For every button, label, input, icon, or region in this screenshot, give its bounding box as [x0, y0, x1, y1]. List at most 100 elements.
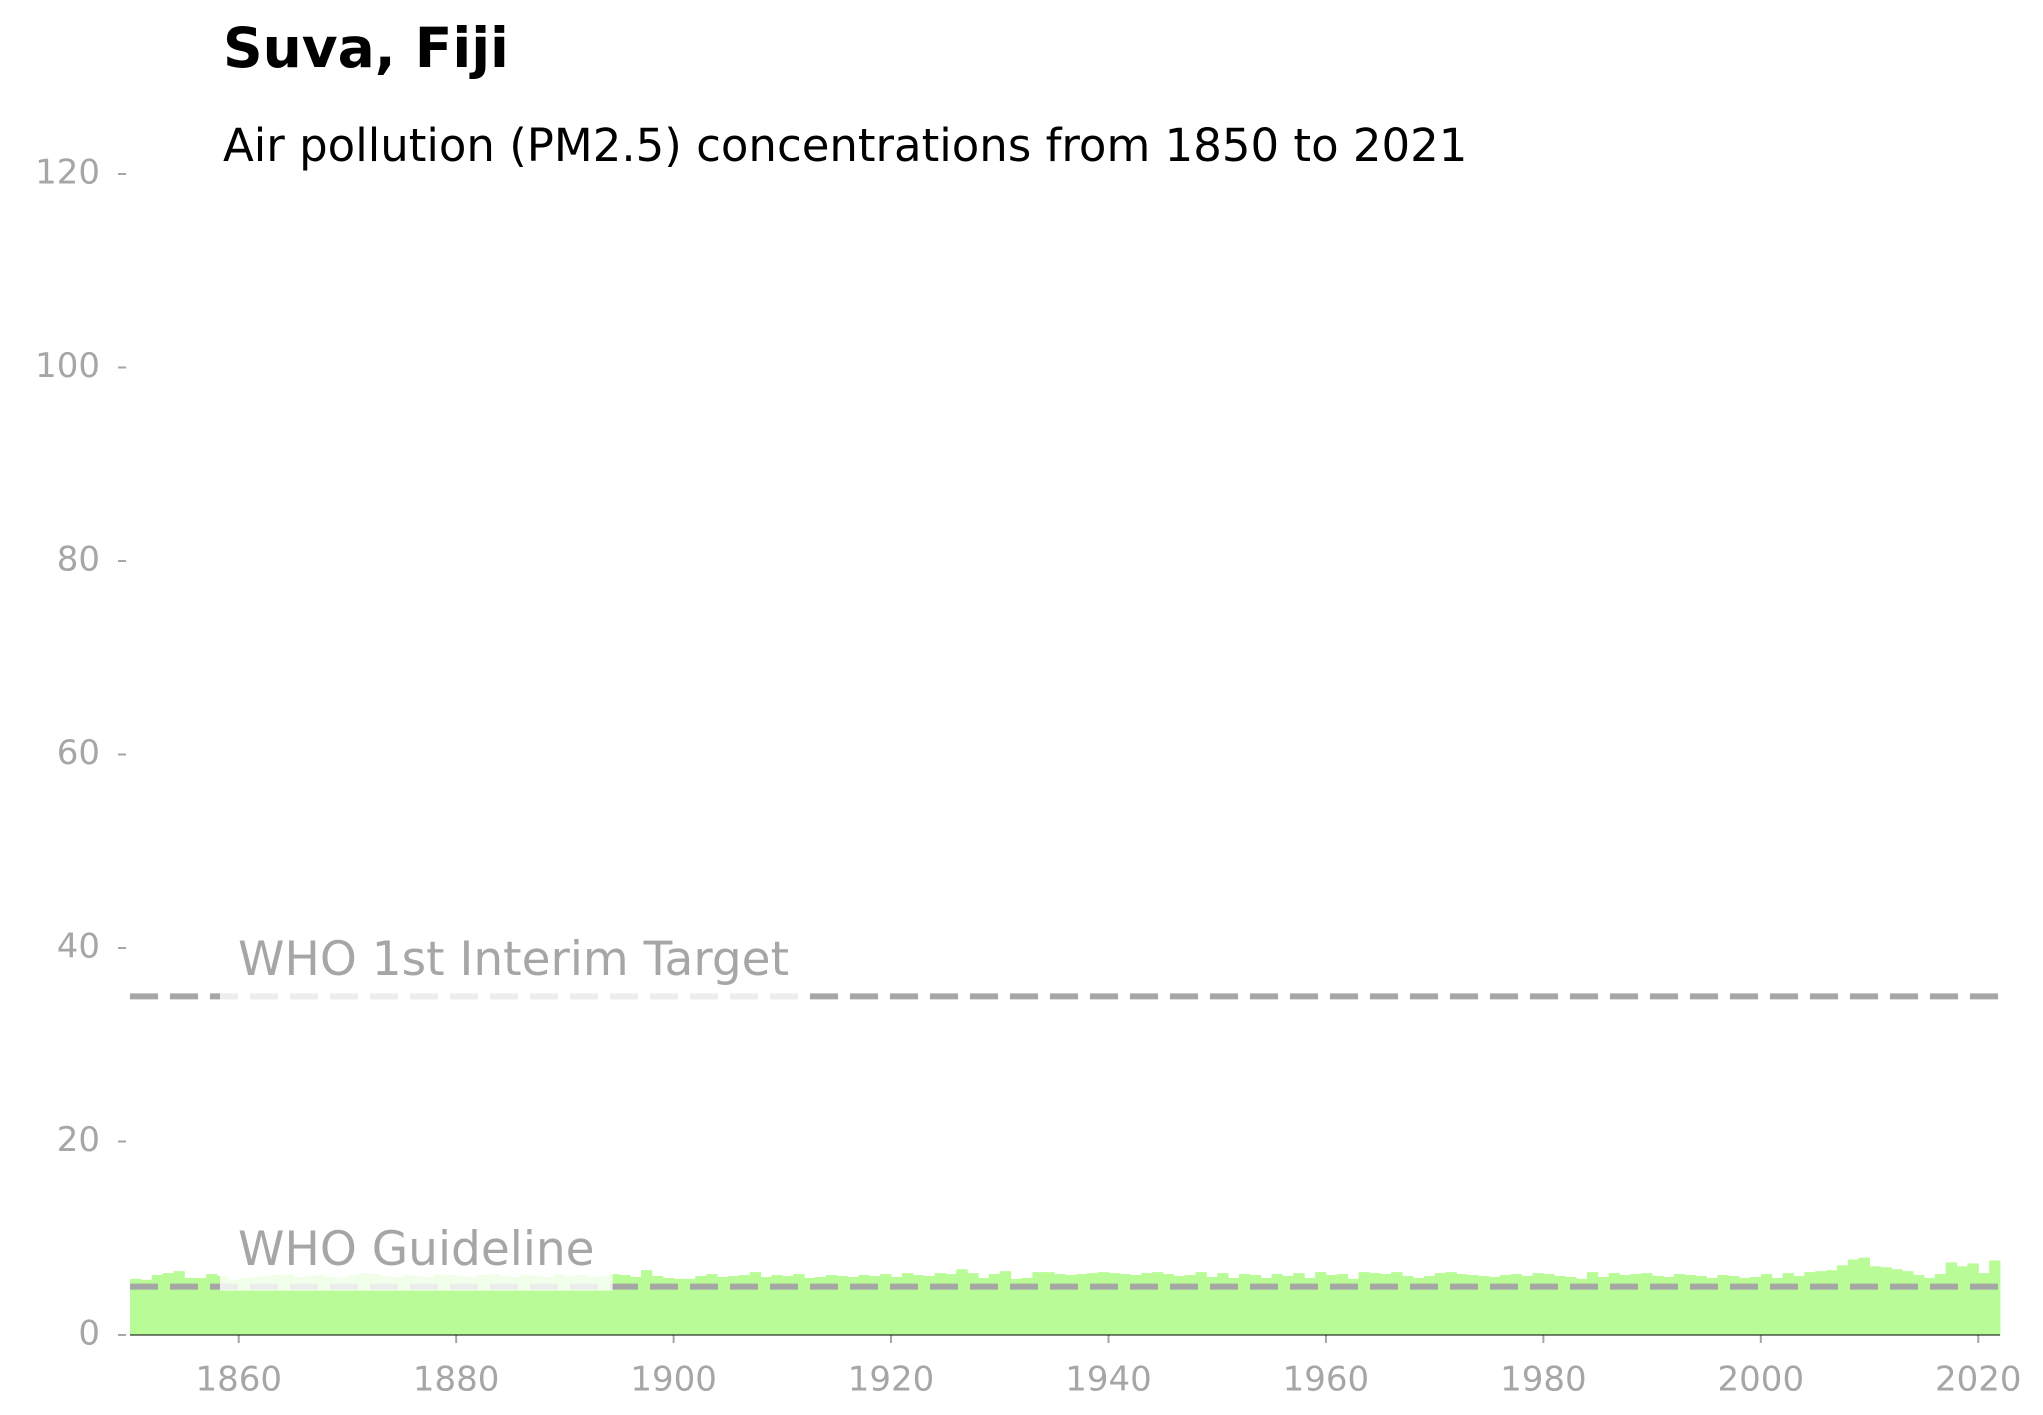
- bar: [684, 1278, 696, 1335]
- bar: [1238, 1274, 1251, 1335]
- y-tick-label: 20: [57, 1120, 100, 1160]
- chart-title: Suva, Fiji: [223, 16, 509, 80]
- x-tick-label: 1860: [195, 1360, 282, 1400]
- bar: [390, 1276, 403, 1335]
- bar: [1608, 1273, 1620, 1335]
- bar: [1445, 1272, 1457, 1335]
- bar: [1771, 1277, 1784, 1335]
- bar: [1293, 1273, 1305, 1335]
- bar: [1945, 1262, 1958, 1335]
- y-tick-label: 0: [78, 1314, 100, 1354]
- bar: [651, 1275, 664, 1335]
- bar: [554, 1274, 566, 1335]
- bar: [869, 1275, 881, 1335]
- bar: [1304, 1277, 1316, 1335]
- bar: [271, 1275, 283, 1335]
- bar: [717, 1276, 729, 1335]
- bar: [477, 1275, 490, 1335]
- bar: [1891, 1269, 1903, 1335]
- bar: [521, 1275, 533, 1335]
- bar: [967, 1273, 979, 1335]
- bar: [1619, 1275, 1631, 1335]
- bar: [401, 1275, 414, 1335]
- bar: [1978, 1273, 1990, 1335]
- bar: [303, 1275, 316, 1335]
- bar: [532, 1275, 544, 1335]
- bar: [1575, 1278, 1588, 1335]
- bar: [1010, 1278, 1023, 1335]
- bar: [891, 1276, 903, 1335]
- x-tick-label: 1920: [848, 1360, 935, 1400]
- bar: [358, 1273, 370, 1335]
- bar: [1097, 1272, 1109, 1335]
- bar: [1749, 1276, 1762, 1335]
- bar: [1369, 1273, 1381, 1335]
- bar: [1467, 1275, 1479, 1335]
- bar: [216, 1275, 229, 1335]
- bar: [1130, 1275, 1142, 1335]
- bar: [901, 1273, 914, 1335]
- bar: [1826, 1270, 1838, 1335]
- bar: [956, 1269, 968, 1335]
- bar: [434, 1274, 446, 1335]
- bar: [1499, 1275, 1512, 1335]
- bar: [804, 1277, 816, 1335]
- bar: [1184, 1275, 1196, 1335]
- x-tick-label: 1960: [1283, 1360, 1370, 1400]
- bar: [162, 1273, 174, 1335]
- bar: [619, 1275, 631, 1335]
- bar: [1336, 1274, 1349, 1335]
- bar: [1478, 1275, 1490, 1335]
- reference-label: WHO Guideline: [238, 1222, 595, 1277]
- bar: [1684, 1275, 1697, 1335]
- bar: [1836, 1265, 1849, 1335]
- bar: [1847, 1259, 1860, 1335]
- bar: [314, 1275, 327, 1335]
- bar: [325, 1276, 338, 1335]
- bar: [1271, 1274, 1283, 1335]
- bar: [586, 1276, 598, 1335]
- bar: [1402, 1275, 1414, 1335]
- bar: [999, 1271, 1012, 1335]
- y-tick-label: 40: [57, 927, 100, 967]
- bar: [1956, 1266, 1968, 1335]
- y-tick-label: 120: [35, 153, 100, 193]
- reference-label-bg: [220, 1218, 613, 1291]
- bar: [793, 1274, 805, 1335]
- bar: [412, 1275, 425, 1335]
- bar: [749, 1272, 762, 1335]
- bar: [1630, 1274, 1642, 1335]
- bar: [1662, 1276, 1675, 1335]
- bar: [760, 1276, 772, 1335]
- bar: [1108, 1273, 1120, 1335]
- bar: [1706, 1277, 1718, 1335]
- bar: [1021, 1277, 1033, 1335]
- bar: [1282, 1275, 1294, 1335]
- bar: [1217, 1273, 1229, 1335]
- bar: [988, 1274, 1001, 1335]
- bar: [195, 1277, 207, 1335]
- x-tick-label: 2020: [1935, 1360, 2022, 1400]
- bar: [1162, 1274, 1175, 1335]
- bar: [597, 1275, 609, 1335]
- bar: [1325, 1275, 1338, 1335]
- bar: [1739, 1277, 1751, 1335]
- x-tick-label: 2000: [1718, 1360, 1805, 1400]
- bar: [380, 1275, 392, 1335]
- bar: [1760, 1274, 1773, 1335]
- bar: [1195, 1272, 1207, 1335]
- bar: [912, 1275, 925, 1335]
- bar: [184, 1277, 196, 1335]
- bar: [1695, 1275, 1707, 1335]
- bar: [1532, 1273, 1544, 1335]
- bar: [771, 1275, 783, 1335]
- bar: [347, 1275, 359, 1335]
- bar: [858, 1275, 870, 1335]
- bar: [238, 1277, 251, 1335]
- bar: [1880, 1267, 1892, 1335]
- bar: [727, 1275, 740, 1335]
- bar: [1119, 1274, 1131, 1335]
- bar: [608, 1274, 620, 1335]
- bar: [445, 1275, 457, 1335]
